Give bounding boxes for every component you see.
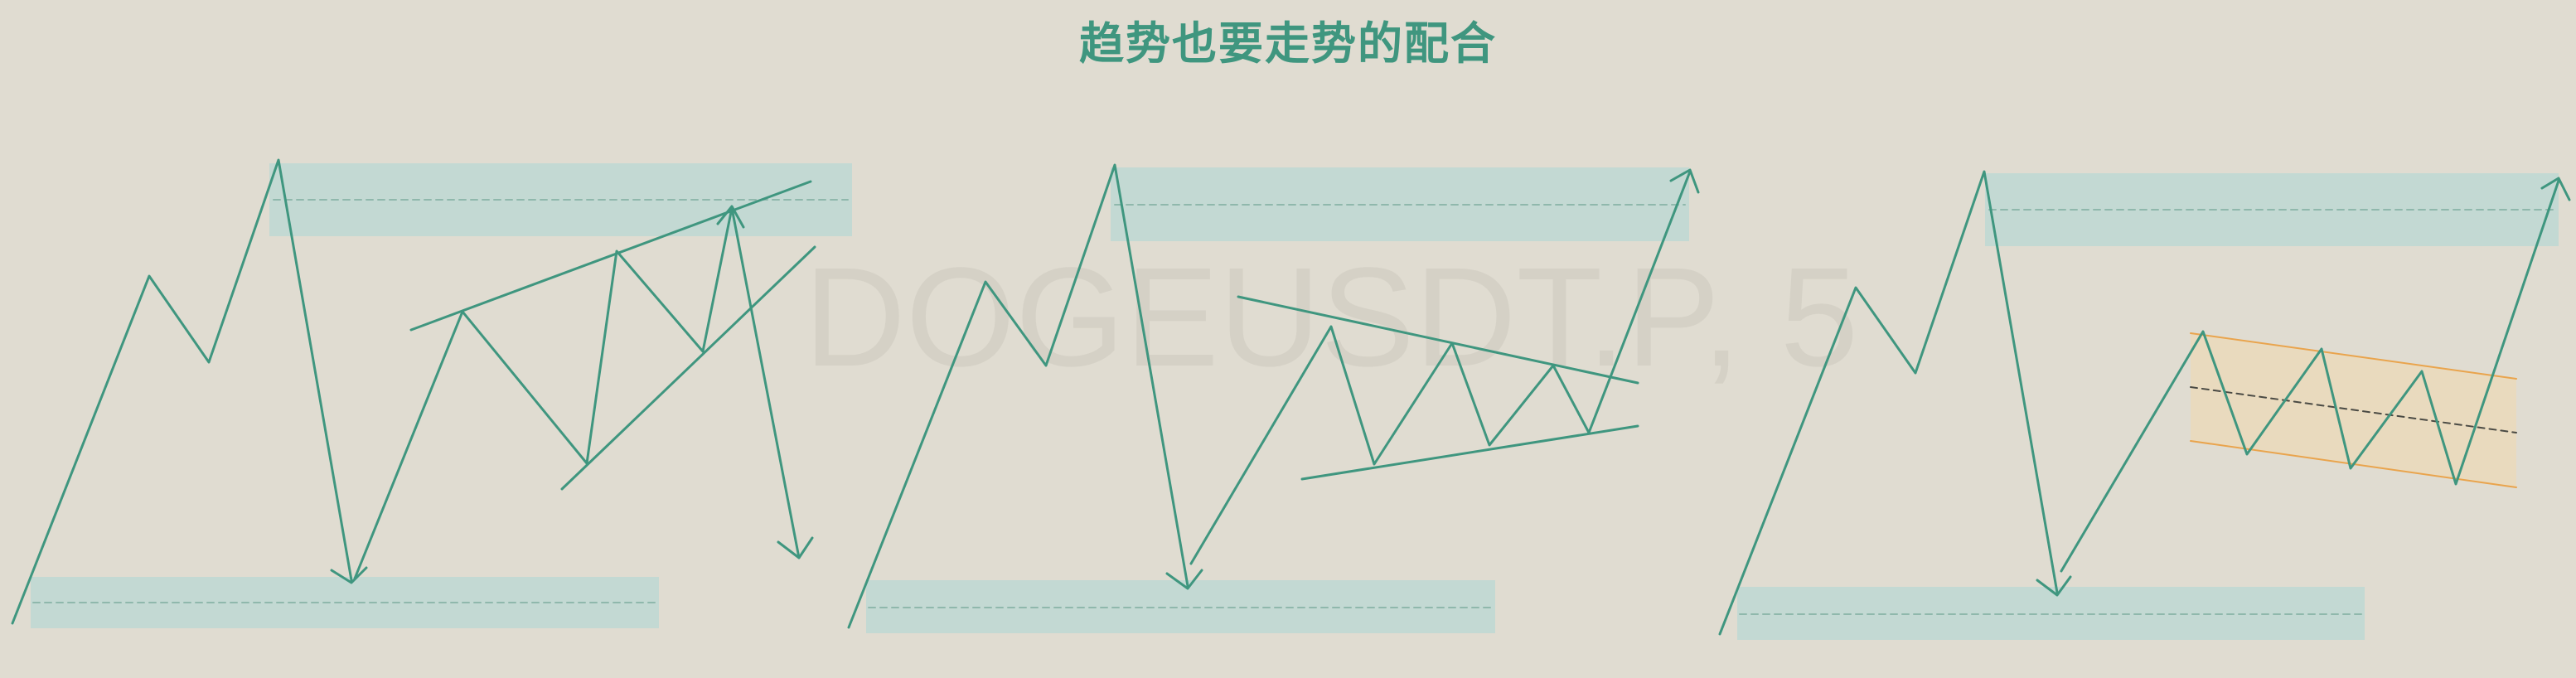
support-zone <box>1737 587 2365 640</box>
price-path-up <box>11 158 353 625</box>
channel-midline <box>2190 386 2517 433</box>
arrow-head-down-right <box>777 536 814 559</box>
arrow-head-down <box>2036 575 2072 597</box>
triangle-lower-line <box>1300 424 1639 481</box>
price-path-up <box>1718 170 2059 636</box>
wedge-upper-line <box>409 180 812 332</box>
price-path-up <box>847 163 1189 629</box>
price-path-wedge <box>353 206 801 580</box>
support-zone <box>31 577 659 628</box>
wedge-lower-line <box>560 245 816 491</box>
panel-flag <box>1718 170 2571 640</box>
price-path-flag <box>2060 179 2560 573</box>
arrow-head-down <box>330 566 368 584</box>
page-title: 趋势也要走势的配合 <box>1079 17 1497 70</box>
arrow-head-up <box>2540 177 2571 201</box>
triangle-upper-line <box>1237 295 1639 385</box>
arrow-head-up <box>716 205 745 229</box>
panel-triangle <box>847 163 1700 633</box>
arrow-head-up <box>1669 168 1700 194</box>
channel-upper-line <box>2190 332 2517 380</box>
price-path-triangle <box>1189 170 1692 565</box>
panel-rising-wedge <box>11 158 852 628</box>
arrow-head-down <box>1165 569 1203 590</box>
support-zone <box>866 580 1495 633</box>
